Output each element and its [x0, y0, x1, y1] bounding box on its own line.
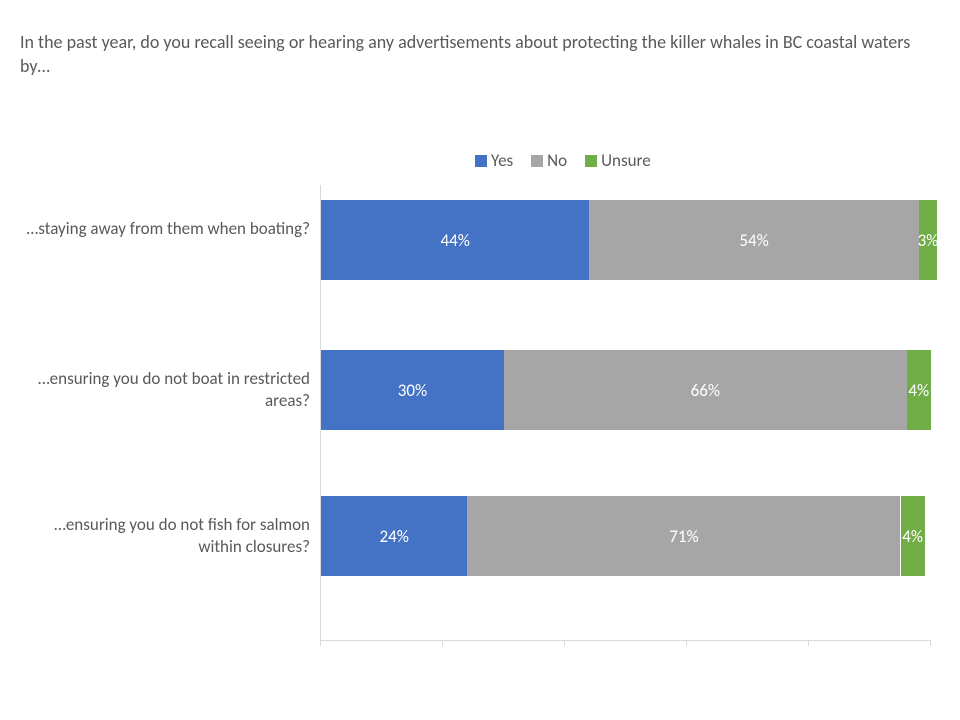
bar-segment-label: 4%: [902, 526, 923, 547]
legend-item-yes: Yes: [475, 150, 513, 171]
x-axis-tick: [564, 640, 565, 646]
legend-swatch-yes: [475, 155, 487, 167]
legend-swatch-unsure: [585, 155, 597, 167]
bar-segment-label: 30%: [398, 380, 427, 401]
bar-segment-label: 54%: [739, 230, 768, 251]
x-axis-tick: [442, 640, 443, 646]
x-axis-tick: [808, 640, 809, 646]
bar-segment-label: 66%: [691, 380, 720, 401]
bar-segment: 30%: [321, 350, 504, 430]
legend: Yes No Unsure: [475, 150, 651, 171]
x-axis-tick: [686, 640, 687, 646]
bar-segment-label: 3%: [918, 230, 939, 251]
bar-segment-label: 4%: [908, 380, 929, 401]
legend-item-unsure: Unsure: [585, 150, 651, 171]
bar-row: 24% 71% 4%: [321, 496, 930, 576]
chart-title: In the past year, do you recall seeing o…: [20, 30, 920, 79]
bar-segment-label: 44%: [441, 230, 470, 251]
bar-row: 44%54%3%: [321, 200, 930, 280]
bar-segment: 24%: [321, 496, 467, 576]
bar-segment: 4%: [907, 350, 931, 430]
bar-segment: 71%: [467, 496, 900, 576]
legend-label-yes: Yes: [491, 150, 513, 171]
x-axis-tick: [930, 640, 931, 646]
bar-segment: 4%: [901, 496, 925, 576]
x-axis-tick: [320, 640, 321, 646]
category-label-0: …staying away from them when boating?: [20, 218, 310, 240]
bar-segment: 44%: [321, 200, 589, 280]
legend-item-no: No: [531, 150, 567, 171]
chart-container: In the past year, do you recall seeing o…: [0, 0, 960, 720]
bar-segment-label: 71%: [669, 526, 698, 547]
legend-label-unsure: Unsure: [601, 150, 651, 171]
legend-swatch-no: [531, 155, 543, 167]
x-axis-line: [320, 640, 930, 641]
category-label-2: …ensuring you do not fish for salmon wit…: [20, 514, 310, 558]
category-label-1: …ensuring you do not boat in restricted …: [20, 368, 310, 412]
legend-label-no: No: [547, 150, 567, 171]
bar-segment: 54%: [589, 200, 918, 280]
bar-segment: 3%: [919, 200, 937, 280]
bar-segment-label: 24%: [380, 526, 409, 547]
bar-segment: 66%: [504, 350, 907, 430]
bar-row: 30% 66% 4%: [321, 350, 930, 430]
